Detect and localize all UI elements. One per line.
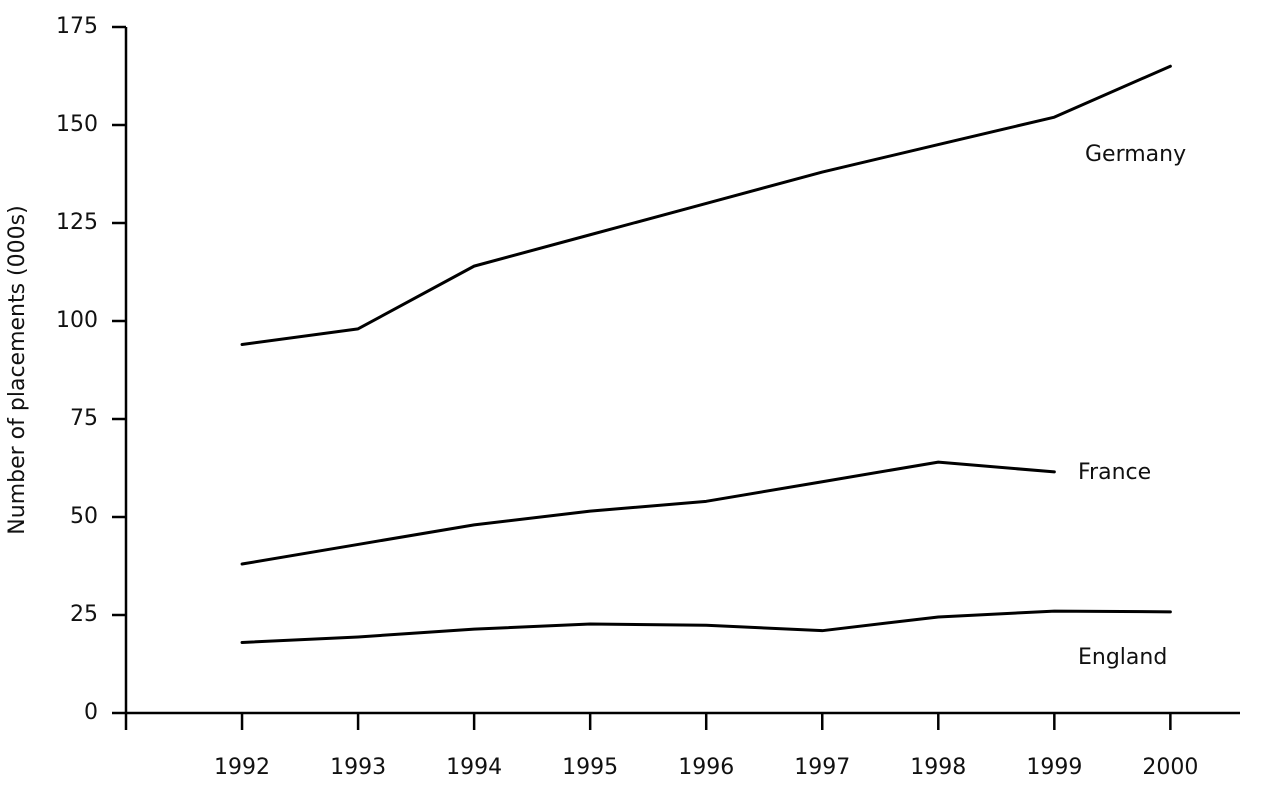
series-line	[240, 460, 1056, 566]
x-tick-label: 1993	[330, 755, 386, 780]
series-label: Germany	[1085, 142, 1186, 167]
series-label: England	[1078, 645, 1167, 670]
y-tick-label: 75	[70, 406, 98, 431]
x-tick-label: 1996	[678, 755, 734, 780]
y-tick-label: 100	[56, 308, 98, 333]
y-tick-label: 0	[84, 700, 98, 725]
x-tick-label: 1994	[446, 755, 502, 780]
y-tick-label: 150	[56, 112, 98, 137]
x-tick-label: 1999	[1026, 755, 1082, 780]
y-axis-label: Number of placements (000s)	[5, 205, 30, 534]
y-tick-label: 25	[70, 602, 98, 627]
y-tick-label: 175	[56, 14, 98, 39]
x-tick-label: 1997	[794, 755, 850, 780]
x-tick-label: 1992	[214, 755, 270, 780]
x-tick-label: 2000	[1142, 755, 1198, 780]
series-line	[240, 64, 1172, 347]
series-line	[240, 609, 1172, 644]
y-tick-label: 125	[56, 210, 98, 235]
series-label: France	[1078, 460, 1151, 485]
x-tick-label: 1995	[562, 755, 618, 780]
x-tick-label: 1998	[910, 755, 966, 780]
y-tick-label: 50	[70, 504, 98, 529]
